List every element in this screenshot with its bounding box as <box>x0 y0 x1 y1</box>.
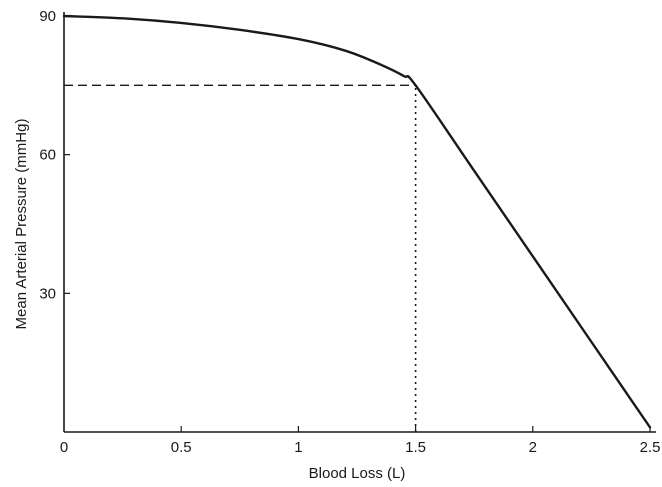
y-tick-label: 30 <box>39 285 56 302</box>
series-line-0 <box>62 14 652 429</box>
axes <box>63 12 656 433</box>
series-layer <box>62 14 652 429</box>
x-tick-label: 2.5 <box>640 439 661 456</box>
x-tick-label: 0.5 <box>171 439 192 456</box>
reference-lines <box>64 84 417 432</box>
x-axis-title: Blood Loss (L) <box>309 465 406 482</box>
x-tick-label: 0 <box>60 439 68 456</box>
y-axis-title: Mean Arterial Pressure (mmHg) <box>13 119 30 330</box>
ticks <box>64 15 651 432</box>
x-tick-label: 1 <box>294 439 302 456</box>
x-tick-label: 2 <box>529 439 537 456</box>
x-tick-label: 1.5 <box>405 439 426 456</box>
y-tick-label: 60 <box>39 147 56 164</box>
y-tick-label: 90 <box>39 8 56 25</box>
tick-labels: 0 0.5 1 1.5 2 2.5 30 60 90 <box>39 8 660 456</box>
